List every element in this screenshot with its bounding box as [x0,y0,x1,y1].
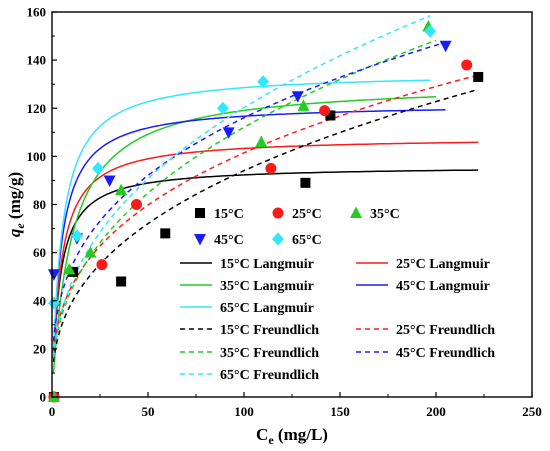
chart-legend: 15°C 25°C 35°C 45°C 65°C 15°C Langmuir 25°C La… [180,206,495,383]
legend-label: 35°C Langmuir [220,279,314,294]
data-point-square [160,228,171,239]
y-tick-label: 20 [33,341,46,356]
data-point-triangle-down [194,234,206,246]
data-point-diamond [70,229,83,243]
data-point-diamond [47,296,60,310]
y-tick-label: 140 [27,53,47,68]
data-point-circle [265,162,277,174]
data-point-square [473,71,484,82]
data-points [47,19,484,403]
data-point-diamond [424,24,437,38]
data-point-circle [96,259,108,271]
data-point-circle [319,105,331,117]
y-tick-label: 100 [27,149,47,164]
legend-label: 45°C Langmuir [396,279,490,294]
x-tick-label: 100 [234,404,254,419]
data-point-triangle-down [47,269,60,281]
data-point-triangle-up [47,390,60,402]
data-point-square [195,208,205,218]
data-point-triangle-up [84,246,97,258]
legend-label: 65°C Freundlich [220,368,319,383]
data-point-triangle-down [291,91,304,103]
data-point-triangle-up [255,135,268,147]
data-point-diamond [257,75,270,89]
data-point-circle [272,207,284,219]
data-point-diamond [272,232,284,246]
data-point-triangle-up [63,262,76,275]
y-tick-label: 80 [33,197,46,212]
legend-label: 35°C [370,207,400,222]
y-axis-title-sub: e [13,223,27,229]
y-axis-title-unit: (mg/g) [5,172,24,223]
legend-label: 15°C Langmuir [220,257,314,272]
x-tick-label: 0 [49,404,56,419]
y-tick-label: 40 [33,293,46,308]
data-point-diamond [92,161,105,175]
data-point-triangle-down [103,175,116,187]
data-point-square [325,110,336,121]
y-axis-title: qe (mg/g) [5,172,27,237]
x-axis-title-sub: e [268,433,274,447]
legend-label: 25°C Langmuir [396,257,490,272]
legend-label: 15°C Freundlich [220,323,319,338]
legend-label: 45°C Freundlich [396,346,495,361]
data-point-diamond [216,101,229,115]
y-axis-ticks: 0 20 40 60 80 100 120 140 160 [27,5,57,405]
x-tick-label: 200 [426,404,446,419]
legend-label: 65°C Langmuir [220,301,314,316]
fit-curve [52,88,479,362]
legend-label: 35°C Freundlich [220,346,319,361]
fit-curve [52,169,479,359]
fit-curve [52,39,437,359]
data-point-circle [130,199,142,210]
legend-label: 25°C [292,207,322,222]
fit-curve [52,141,479,359]
x-tick-label: 250 [522,404,542,419]
legend-label: 25°C Freundlich [396,323,495,338]
legend-label: 65°C [292,233,322,248]
fit-curve [52,79,431,353]
legend-label: 15°C [214,207,244,222]
y-tick-label: 160 [27,5,47,20]
data-point-triangle-up [115,183,128,196]
fit-curve [52,109,446,354]
y-tick-label: 0 [40,390,47,405]
data-point-triangle-down [222,127,235,139]
y-tick-label: 60 [33,245,46,260]
data-point-square [116,276,127,287]
legend-label: 45°C [214,233,244,248]
x-axis-ticks: 0 50 100 150 200 250 [49,392,542,419]
x-axis-title-unit: (mg/L) [274,425,328,444]
data-point-circle [461,59,473,71]
y-axis-title-main: q [5,228,24,237]
data-point-triangle-up [297,99,310,111]
x-axis-title-main: C [256,425,268,444]
data-point-triangle-up [350,206,362,218]
data-point-square [300,177,311,188]
x-tick-label: 50 [142,404,155,419]
fit-curve [52,96,437,374]
x-tick-label: 150 [330,404,350,419]
data-point-triangle-down [439,40,452,53]
fit-curve [52,74,479,352]
y-tick-label: 120 [27,101,47,116]
x-axis-title: Ce (mg/L) [256,425,328,447]
